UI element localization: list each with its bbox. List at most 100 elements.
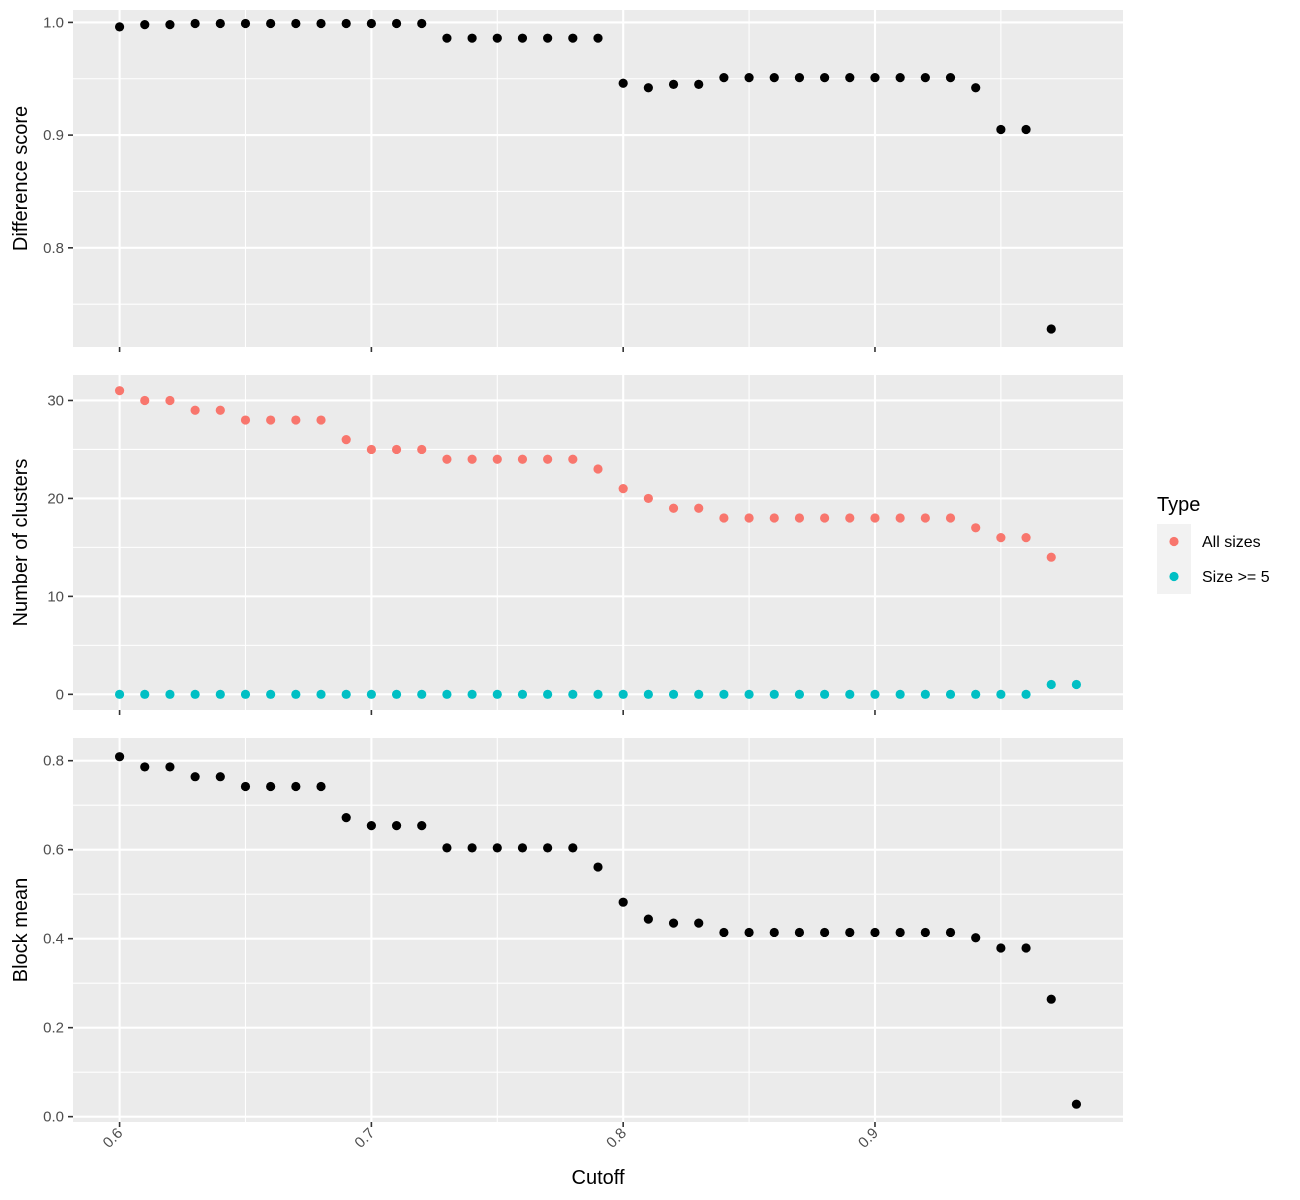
data-point [341,18,351,29]
data-point [945,73,956,83]
data-point [744,513,754,523]
data-point [1046,994,1056,1004]
y-tick-label: 0.2 [43,1020,64,1037]
data-point [442,843,452,853]
data-point [694,918,704,928]
data-point [971,83,981,93]
data-point [341,689,351,699]
data-point [845,689,855,699]
y-tick-label: 0.8 [43,240,64,257]
data-point [643,914,653,924]
data-point [794,73,805,83]
data-point [140,20,150,30]
data-point [215,18,225,29]
data-point [794,689,805,699]
data-point [895,513,905,523]
data-point [291,415,301,425]
data-point [517,689,528,699]
data-point [366,444,376,455]
data-point [593,464,603,474]
data-point [845,73,855,83]
data-point [895,689,905,699]
data-point [820,73,830,83]
data-point [467,454,477,464]
data-point [996,533,1006,543]
data-point [568,454,578,464]
data-point [517,843,528,853]
data-point [291,18,301,29]
data-point [1046,324,1056,334]
data-point [517,33,528,43]
data-point [316,415,326,425]
data-point [719,689,729,699]
y-tick-label: 0 [56,686,64,703]
data-point [971,689,981,699]
data-point [1021,533,1031,543]
data-point [215,405,225,415]
data-point [316,689,326,699]
data-point [744,73,754,83]
data-point [266,415,276,425]
data-point [190,689,200,699]
data-point [668,689,679,699]
data-point [1021,943,1031,953]
data-point [114,752,125,762]
data-point [945,927,956,938]
data-point [820,689,830,699]
y-tick-label: 0.6 [43,842,64,859]
data-point [568,689,578,699]
data-point [870,73,880,83]
data-point [240,781,251,792]
data-point [920,513,930,523]
data-point [190,405,200,415]
data-point [719,927,729,938]
y-tick-label: 0.8 [43,753,64,770]
data-point [971,933,981,943]
data-point [417,689,427,699]
x-tick-label: 0.7 [351,1125,378,1152]
data-point [442,454,452,464]
data-point [568,843,578,853]
data-point [643,689,653,699]
data-point [190,18,200,29]
data-point [316,18,326,29]
data-point [593,689,603,699]
y-tick-label: 0.0 [43,1109,64,1126]
data-point [920,689,930,699]
data-point [140,762,150,772]
data-point [820,927,830,938]
data-point [568,33,578,43]
data-point [618,484,628,494]
data-point [971,523,981,533]
data-point [391,444,402,455]
data-point [291,781,301,792]
data-point [996,689,1006,699]
data-point [114,22,125,32]
data-point [417,18,427,29]
data-point [492,843,502,853]
data-point [190,772,200,782]
data-point [165,20,175,30]
panel-background [73,10,1123,347]
data-point [366,821,376,831]
data-point [845,513,855,523]
y-axis-title: Number of clusters [10,459,32,627]
data-point [643,493,653,504]
data-point [341,435,351,445]
data-point [215,772,225,782]
data-point [694,503,704,513]
data-point [341,813,351,823]
data-point [114,386,125,396]
data-point [492,33,502,43]
data-point [391,689,402,699]
data-point [820,513,830,523]
y-tick-label: 0.9 [43,127,64,144]
data-point [165,395,175,406]
data-point [895,927,905,938]
y-tick-label: 1.0 [43,14,64,31]
legend-label: Size >= 5 [1202,569,1270,586]
data-point [945,513,956,523]
data-point [1071,679,1082,690]
data-point [114,689,125,699]
